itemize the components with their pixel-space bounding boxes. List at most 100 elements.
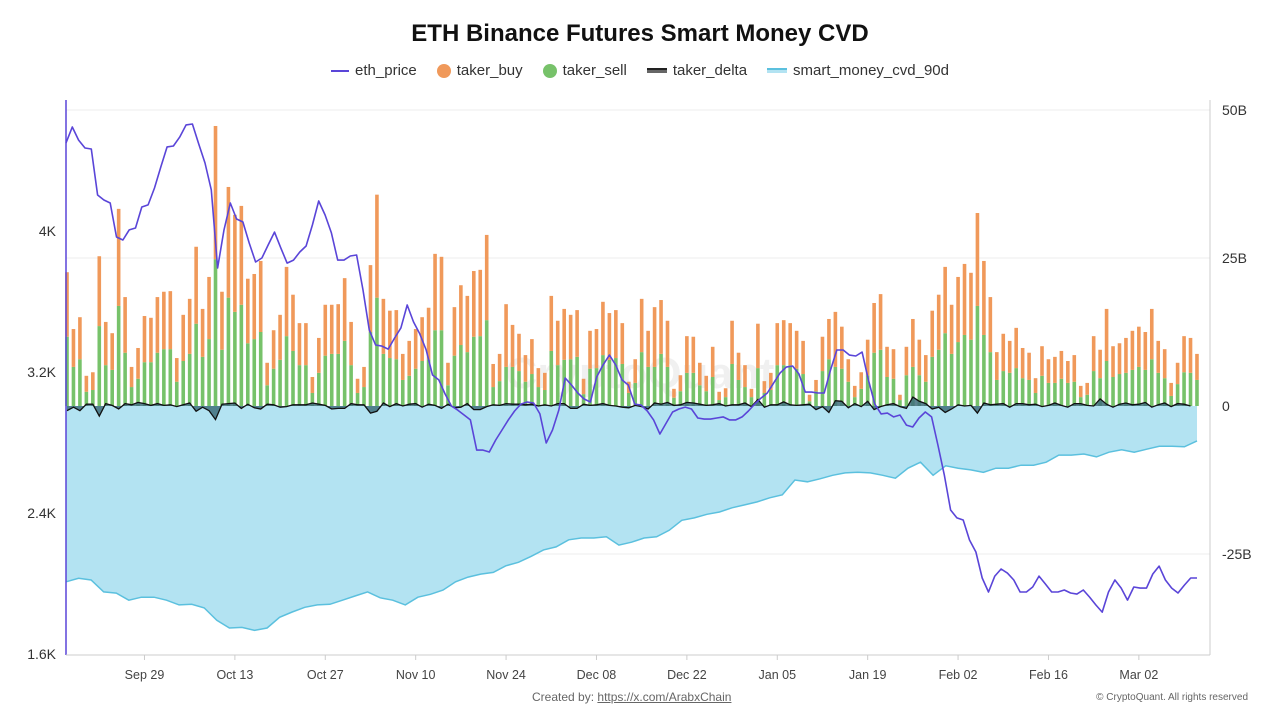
- taker-sell-bar: [549, 350, 554, 406]
- taker-buy-bar: [872, 302, 876, 353]
- cvd-area: [66, 406, 1197, 631]
- taker-sell-bar: [329, 353, 334, 406]
- taker-buy-bar: [1188, 337, 1193, 373]
- taker-buy-bar: [1137, 326, 1141, 367]
- taker-buy-bar: [452, 307, 457, 356]
- taker-sell-bar: [975, 305, 980, 406]
- taker-sell-bar: [865, 375, 870, 406]
- taker-buy-bar: [730, 320, 734, 364]
- taker-buy-bar: [639, 298, 644, 353]
- taker-buy-bar: [97, 256, 102, 327]
- taker-buy-bar: [530, 339, 534, 375]
- taker-sell-bar: [1149, 359, 1154, 406]
- taker-sell-bar: [923, 381, 928, 406]
- taker-buy-bar: [523, 355, 528, 382]
- taker-sell-bar: [388, 358, 392, 406]
- taker-buy-bar: [904, 346, 909, 376]
- taker-sell-bar: [814, 391, 818, 406]
- taker-buy-bar: [484, 234, 489, 321]
- taker-buy-bar: [1195, 353, 1199, 380]
- taker-sell-bar: [1175, 384, 1180, 406]
- legend-item-taker-sell[interactable]: taker_sell: [542, 62, 627, 79]
- taker-sell-bar: [523, 381, 528, 406]
- taker-sell-bar: [917, 375, 922, 406]
- taker-sell-bar: [252, 339, 257, 406]
- taker-sell-bar: [1117, 374, 1122, 406]
- legend-label: smart_money_cvd_90d: [793, 62, 949, 79]
- taker-sell-bar: [342, 340, 347, 406]
- taker-buy-bar: [833, 311, 838, 367]
- copyright: © CryptoQuant. All rights reserved: [1096, 692, 1248, 703]
- taker-sell-bar: [904, 375, 909, 406]
- taker-sell-bar: [614, 358, 618, 406]
- taker-buy-bar: [588, 330, 592, 369]
- taker-buy-bar: [762, 381, 767, 393]
- taker-sell-bar: [1104, 361, 1109, 406]
- taker-buy-bar: [110, 333, 114, 370]
- taker-buy-bar: [258, 260, 263, 332]
- taker-sell-bar: [116, 305, 121, 406]
- taker-buy-bar: [497, 353, 502, 382]
- taker-buy-bar: [342, 278, 347, 341]
- taker-buy-bar: [788, 323, 792, 366]
- taker-buy-bar: [226, 186, 231, 298]
- taker-sell-bar: [1091, 371, 1096, 406]
- taker-sell-bar: [652, 366, 657, 406]
- taker-buy-bar: [142, 316, 147, 363]
- taker-sell-bar: [97, 326, 102, 406]
- taker-sell-bar: [297, 365, 302, 406]
- taker-buy-bar: [239, 205, 244, 305]
- taker-sell-bar: [762, 392, 767, 406]
- taker-buy-bar: [840, 326, 844, 369]
- taker-sell-bar: [194, 323, 198, 406]
- taker-sell-bar: [646, 366, 650, 406]
- taker-sell-bar: [536, 387, 541, 406]
- legend-item-taker-delta[interactable]: taker_delta: [646, 62, 748, 79]
- taker-sell-bar: [504, 366, 508, 406]
- taker-sell-bar: [1020, 378, 1025, 406]
- taker-sell-bar: [1066, 382, 1070, 406]
- taker-buy-bar: [78, 317, 82, 360]
- legend-item-smart-money-cvd[interactable]: smart_money_cvd_90d: [767, 62, 949, 79]
- taker-sell-bar: [84, 391, 89, 406]
- taker-buy-bar: [852, 385, 857, 398]
- taker-sell-bar: [103, 365, 108, 406]
- taker-buy-bar: [291, 294, 295, 351]
- taker-sell-bar: [181, 361, 186, 406]
- taker-sell-bar: [245, 343, 250, 406]
- taker-sell-bar: [362, 387, 366, 406]
- taker-sell-bar: [833, 366, 838, 406]
- taker-buy-bar: [620, 323, 625, 364]
- taker-sell-bar: [1007, 372, 1012, 406]
- taker-sell-bar: [258, 332, 263, 406]
- taker-buy-bar: [400, 353, 405, 380]
- taker-buy-bar: [1182, 336, 1186, 373]
- taker-buy-bar: [652, 307, 657, 367]
- taker-sell-bar: [439, 330, 444, 406]
- taker-buy-bar: [743, 365, 747, 388]
- taker-buy-bar: [820, 336, 825, 372]
- taker-buy-bar: [969, 272, 973, 340]
- taker-buy-bar: [601, 301, 605, 356]
- taker-buy-bar: [220, 291, 224, 350]
- taker-buy-bar: [685, 336, 689, 373]
- legend-item-eth-price[interactable]: eth_price: [331, 62, 417, 79]
- taker-sell-bar: [898, 400, 902, 406]
- created-by-link[interactable]: https://x.com/ArabxChain: [597, 690, 732, 704]
- taker-sell-bar: [284, 336, 289, 406]
- taker-sell-bar: [665, 366, 670, 406]
- taker-buy-bar: [943, 266, 947, 334]
- taker-sell-bar: [78, 359, 82, 406]
- dot-swatch-icon: [542, 63, 557, 78]
- taker-buy-bar: [956, 276, 960, 343]
- legend-item-taker-buy[interactable]: taker_buy: [436, 62, 523, 79]
- taker-sell-bar: [794, 368, 799, 406]
- taker-buy-bar: [710, 346, 715, 377]
- x-axis-tick-label: Nov 10: [396, 668, 436, 682]
- taker-buy-bar: [988, 297, 993, 353]
- taker-buy-bar: [995, 352, 999, 380]
- taker-buy-bar: [1078, 385, 1083, 398]
- legend-label: taker_delta: [672, 62, 748, 79]
- taker-sell-bar: [336, 353, 340, 406]
